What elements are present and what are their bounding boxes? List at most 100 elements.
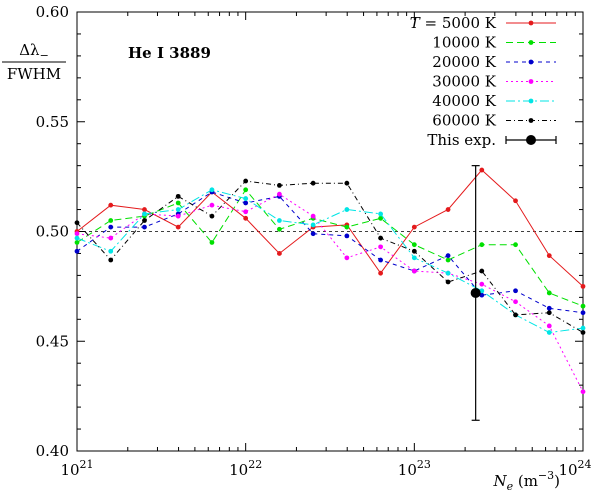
legend-swatch-point-2 <box>528 59 534 65</box>
series-2-point <box>310 231 316 237</box>
series-2-point <box>142 224 147 230</box>
x-tick-base: 10 <box>60 461 79 479</box>
axis-labels: He I 3889 Ne (m−3) Δλ− FWHM <box>2 41 560 492</box>
series-lines <box>74 165 586 421</box>
series-line-3 <box>76 193 584 392</box>
series-4-point <box>277 218 282 223</box>
series-3-point <box>74 231 80 237</box>
series-5-point <box>74 220 80 226</box>
series-0-point <box>243 215 249 221</box>
legend-label-1: 10000 K <box>432 34 496 52</box>
legend-label-text: 60000 K <box>432 112 496 130</box>
legend-label-0: T = 5000 K <box>410 14 497 32</box>
x-tick-exponent: 23 <box>417 458 431 471</box>
series-4-point <box>142 211 147 217</box>
series-5-point <box>108 257 114 263</box>
legend-swatch-point-4 <box>528 98 534 104</box>
legend-swatch-point-0 <box>528 20 534 26</box>
series-3-point <box>580 389 586 395</box>
x-tick-exponent: 24 <box>578 458 592 471</box>
series-4-point <box>344 207 350 212</box>
chart-annotation: He I 3889 <box>128 44 211 62</box>
series-1-point <box>580 303 586 309</box>
y-tick-label: 0.50 <box>36 223 69 241</box>
series-5-point <box>513 312 518 318</box>
series-4-point <box>108 248 114 254</box>
series-4-point <box>479 288 485 294</box>
legend-label-2: 20000 K <box>432 53 496 71</box>
x-tick-base: 10 <box>398 461 417 479</box>
series-2-point <box>74 248 80 254</box>
series-line-4 <box>76 189 584 334</box>
series-0-point <box>445 207 451 212</box>
series-2-point <box>546 305 552 311</box>
experiment-point <box>470 287 481 298</box>
legend-swatch-point-5 <box>528 118 534 123</box>
series-4-point <box>243 196 249 201</box>
series-0-point <box>378 270 384 276</box>
x-tick-exponent: 21 <box>80 458 94 471</box>
x-tick-label: 1022 <box>229 458 262 479</box>
series-2-point <box>344 233 350 239</box>
series-5-point <box>445 279 451 285</box>
series-5-point <box>344 180 350 186</box>
series-5-point <box>580 330 586 335</box>
series-3-point <box>378 244 384 250</box>
series-5-point <box>277 183 282 188</box>
series-2-point <box>243 200 249 206</box>
series-line-1 <box>76 188 584 307</box>
series-1-point <box>108 218 114 223</box>
y-axis-label-numerator: Δλ− <box>19 41 49 62</box>
series-2-point <box>479 292 485 298</box>
x-label-unit-close: ) <box>554 472 560 490</box>
legend-label-experiment: This exp. <box>427 131 496 149</box>
series-1-point <box>74 240 80 245</box>
x-tick-base: 10 <box>229 461 248 479</box>
x-tick-label: 1023 <box>398 458 431 479</box>
series-2-point <box>378 257 384 263</box>
x-label-unit-exponent: −3 <box>538 469 554 482</box>
legend-label-text: = 5000 K <box>420 14 497 32</box>
series-1-point <box>445 257 451 263</box>
series-4-point <box>378 211 384 217</box>
series-5-point <box>479 268 485 274</box>
legend-label-text: 40000 K <box>432 92 496 110</box>
series-3-point <box>108 235 114 241</box>
legend-swatch-point-1 <box>528 40 534 45</box>
series-2-point <box>580 310 586 316</box>
series-1-point <box>243 187 249 193</box>
series-4-point <box>209 187 215 193</box>
legend-label-text: 10000 K <box>432 34 496 52</box>
series-4-point <box>546 330 552 335</box>
series-1-point <box>277 226 282 232</box>
series-0-point <box>175 224 181 230</box>
y-tick-label: 0.60 <box>36 3 69 21</box>
series-1-point <box>479 242 485 248</box>
series-1-point <box>344 224 350 230</box>
legend-label-3: 30000 K <box>432 73 496 91</box>
legend-swatch-point-3 <box>528 79 534 84</box>
x-label-unit: (m <box>513 472 538 490</box>
series-5-point <box>209 213 215 219</box>
series-5-point <box>243 178 249 184</box>
series-2-point <box>445 253 451 259</box>
series-0-point <box>142 207 147 212</box>
series-3-point <box>209 202 215 208</box>
legend-experiment-point <box>526 135 536 145</box>
series-0-point <box>546 253 552 259</box>
x-label-subscript: e <box>507 480 514 492</box>
x-tick-label: 1024 <box>558 458 591 479</box>
x-label-variable: N <box>492 472 507 490</box>
series-0-point <box>277 251 282 256</box>
series-4-point <box>175 207 181 212</box>
series-4-point <box>445 270 451 276</box>
y-tick-label: 0.40 <box>36 442 69 460</box>
series-line-5 <box>76 180 584 333</box>
series-3-point <box>277 191 282 197</box>
legend-label-text: 30000 K <box>432 73 496 91</box>
series-4-point <box>74 235 80 241</box>
series-1-point <box>411 242 417 248</box>
series-line-2 <box>76 191 584 314</box>
series-3-point <box>479 281 485 287</box>
